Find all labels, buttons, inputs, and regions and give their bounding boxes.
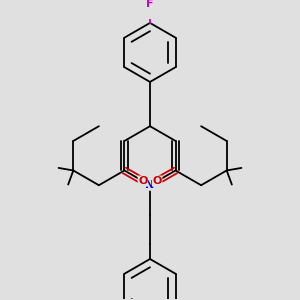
Text: O: O	[152, 176, 162, 186]
Text: O: O	[138, 176, 148, 186]
Text: F: F	[146, 0, 154, 9]
Text: N: N	[146, 180, 154, 190]
